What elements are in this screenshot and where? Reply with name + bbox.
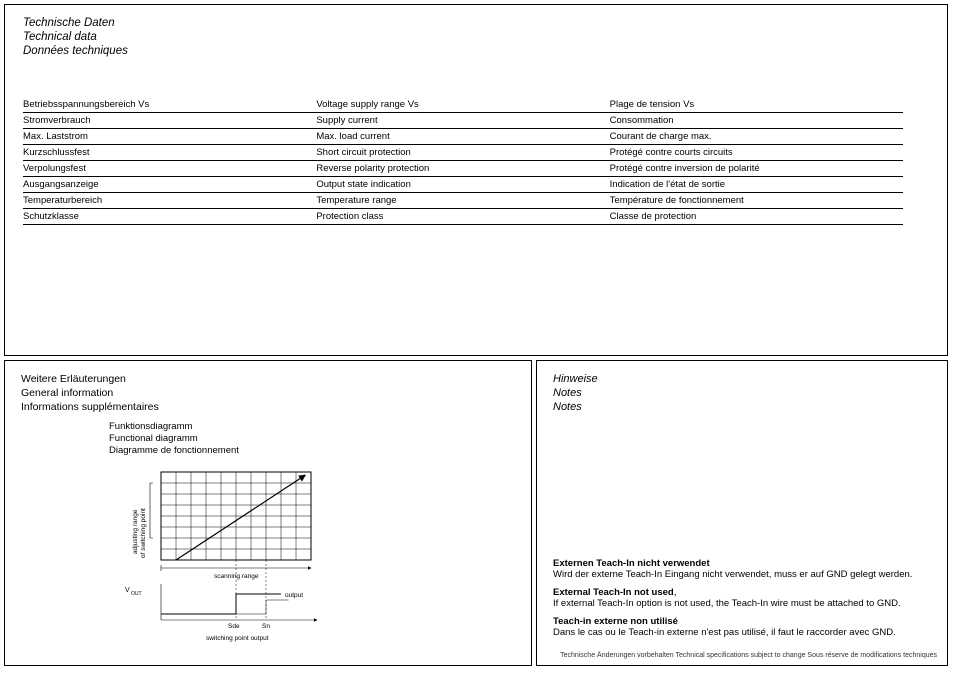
general-info-panel: Weitere Erläuterungen General informatio… bbox=[4, 360, 532, 666]
table-cell: Schutzklasse bbox=[23, 209, 316, 225]
svg-text:adjusting range: adjusting range bbox=[132, 509, 139, 554]
heading-en: Technical data bbox=[23, 31, 929, 43]
note-text: Wird der externe Teach-In Eingang nicht … bbox=[553, 569, 927, 581]
gen-head-fr: Informations supplémentaires bbox=[21, 401, 515, 413]
note-title: Externen Teach-In nicht verwendet bbox=[553, 558, 710, 569]
note-text: If external Teach-In option is not used,… bbox=[553, 598, 927, 610]
table-cell: Output state indication bbox=[316, 177, 609, 193]
spec-table: Betriebsspannungsbereich VsVoltage suppl… bbox=[23, 97, 903, 225]
note-title: External Teach-In not used bbox=[553, 587, 674, 598]
svg-text:output: output bbox=[285, 592, 303, 599]
table-cell: Max. load current bbox=[316, 129, 609, 145]
svg-text:switching point output: switching point output bbox=[206, 635, 269, 642]
tech-data-headings: Technische Daten Technical data Données … bbox=[23, 17, 929, 57]
table-row: VerpolungsfestReverse polarity protectio… bbox=[23, 161, 903, 177]
svg-text:OUT: OUT bbox=[131, 591, 142, 597]
table-cell: Temperature range bbox=[316, 193, 609, 209]
table-cell: Consommation bbox=[610, 113, 903, 129]
notes-head-fr: Notes bbox=[553, 401, 931, 413]
table-cell: Température de fonctionnement bbox=[610, 193, 903, 209]
notes-panel: Hinweise Notes Notes Externen Teach-In n… bbox=[536, 360, 948, 666]
note-title: Teach-in externe non utilisé bbox=[553, 616, 678, 627]
general-info-headings: Weitere Erläuterungen General informatio… bbox=[21, 373, 515, 413]
table-cell: Supply current bbox=[316, 113, 609, 129]
note-group: External Teach-In not used,If external T… bbox=[553, 587, 927, 610]
svg-text:V: V bbox=[125, 587, 130, 594]
table-row: TemperaturbereichTemperature rangeTempér… bbox=[23, 193, 903, 209]
svg-text:Sn: Sn bbox=[262, 623, 270, 630]
notes-headings: Hinweise Notes Notes bbox=[553, 373, 931, 415]
table-row: SchutzklasseProtection classClasse de pr… bbox=[23, 209, 903, 225]
table-cell: Indication de l'état de sortie bbox=[610, 177, 903, 193]
gen-head-en: General information bbox=[21, 387, 515, 399]
table-cell: Kurzschlussfest bbox=[23, 145, 316, 161]
functional-diagram: adjusting rangeof switching point scannin… bbox=[109, 462, 515, 655]
table-cell: Betriebsspannungsbereich Vs bbox=[23, 97, 316, 113]
table-cell: Ausgangsanzeige bbox=[23, 177, 316, 193]
table-cell: Max. Laststrom bbox=[23, 129, 316, 145]
svg-text:scanning range: scanning range bbox=[214, 573, 259, 580]
table-cell: Reverse polarity protection bbox=[316, 161, 609, 177]
table-cell: Stromverbrauch bbox=[23, 113, 316, 129]
table-cell: Classe de protection bbox=[610, 209, 903, 225]
svg-text:of switching point: of switching point bbox=[140, 508, 147, 558]
notes-head-de: Hinweise bbox=[553, 373, 931, 385]
table-cell: Voltage supply range Vs bbox=[316, 97, 609, 113]
footer-disclaimer: Technische Änderungen vorbehalten Techni… bbox=[560, 652, 937, 659]
table-cell: Protégé contre courts circuits bbox=[610, 145, 903, 161]
table-cell: Plage de tension Vs bbox=[610, 97, 903, 113]
diag-label-fr: Diagramme de fonctionnement bbox=[109, 445, 515, 456]
heading-de: Technische Daten bbox=[23, 17, 929, 29]
table-row: Betriebsspannungsbereich VsVoltage suppl… bbox=[23, 97, 903, 113]
heading-fr: Données techniques bbox=[23, 45, 929, 57]
diagram-labels: Funktionsdiagramm Functional diagramm Di… bbox=[109, 421, 515, 456]
note-group: Externen Teach-In nicht verwendetWird de… bbox=[553, 558, 927, 581]
table-cell: Protection class bbox=[316, 209, 609, 225]
note-group: Teach-in externe non utiliséDans le cas … bbox=[553, 616, 927, 639]
note-text: Dans le cas ou le Teach-in externe n'est… bbox=[553, 627, 927, 639]
notes-head-en: Notes bbox=[553, 387, 931, 399]
table-cell: Short circuit protection bbox=[316, 145, 609, 161]
diag-label-en: Functional diagramm bbox=[109, 433, 515, 444]
table-row: KurzschlussfestShort circuit protectionP… bbox=[23, 145, 903, 161]
table-cell: Verpolungsfest bbox=[23, 161, 316, 177]
svg-text:Sde: Sde bbox=[228, 623, 240, 630]
table-row: AusgangsanzeigeOutput state indicationIn… bbox=[23, 177, 903, 193]
table-row: StromverbrauchSupply currentConsommation bbox=[23, 113, 903, 129]
notes-content: Externen Teach-In nicht verwendetWird de… bbox=[553, 558, 931, 645]
table-cell: Courant de charge max. bbox=[610, 129, 903, 145]
table-cell: Temperaturbereich bbox=[23, 193, 316, 209]
table-row: Max. LaststromMax. load currentCourant d… bbox=[23, 129, 903, 145]
diag-label-de: Funktionsdiagramm bbox=[109, 421, 515, 432]
technical-data-panel: Technische Daten Technical data Données … bbox=[4, 4, 948, 356]
table-cell: Protégé contre inversion de polarité bbox=[610, 161, 903, 177]
gen-head-de: Weitere Erläuterungen bbox=[21, 373, 515, 385]
